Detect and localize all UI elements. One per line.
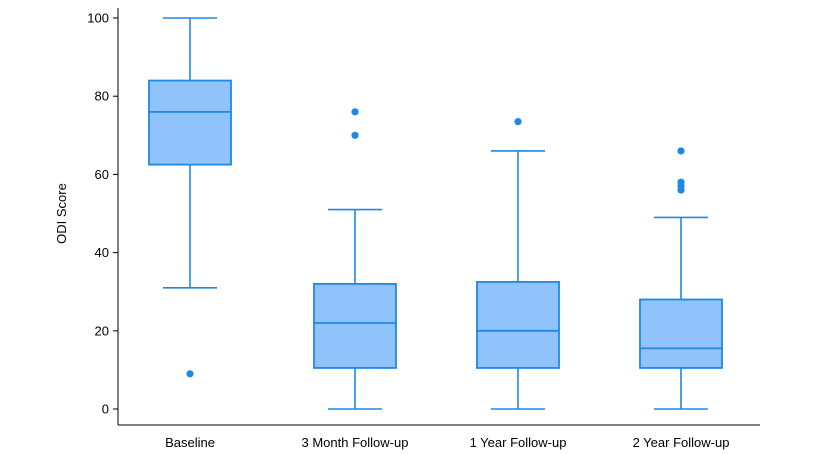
outlier-point xyxy=(677,178,685,186)
y-tick-label: 80 xyxy=(95,89,109,104)
plot-area xyxy=(148,17,723,410)
outlier-point xyxy=(186,370,194,378)
box-group-2 xyxy=(313,108,397,410)
x-category-label: 3 Month Follow-up xyxy=(302,435,409,450)
box-iqr xyxy=(313,282,397,369)
x-axis-category-labels: Baseline 3 Month Follow-up 1 Year Follow-u… xyxy=(165,435,729,450)
y-tick-label: 60 xyxy=(95,167,109,182)
y-axis-ticks: 0 20 40 60 80 100 xyxy=(87,11,118,417)
box-iqr xyxy=(148,79,232,166)
y-tick-label: 100 xyxy=(87,11,109,26)
outlier-point xyxy=(677,147,685,155)
y-tick-label: 20 xyxy=(95,323,109,338)
box-iqr xyxy=(476,281,560,369)
x-category-label: 2 Year Follow-up xyxy=(633,435,730,450)
outlier-point xyxy=(514,118,522,126)
y-axis-title: ODI Score xyxy=(54,183,69,244)
box-group-4 xyxy=(639,147,723,410)
outlier-point xyxy=(351,108,359,116)
y-tick-label: 40 xyxy=(95,245,109,260)
x-category-label: 1 Year Follow-up xyxy=(470,435,567,450)
box-group-1 xyxy=(148,17,232,378)
box-iqr xyxy=(639,298,723,369)
x-category-label: Baseline xyxy=(165,435,215,450)
y-tick-label: 0 xyxy=(102,402,109,417)
box-group-3 xyxy=(476,118,560,410)
outlier-point xyxy=(351,131,359,139)
